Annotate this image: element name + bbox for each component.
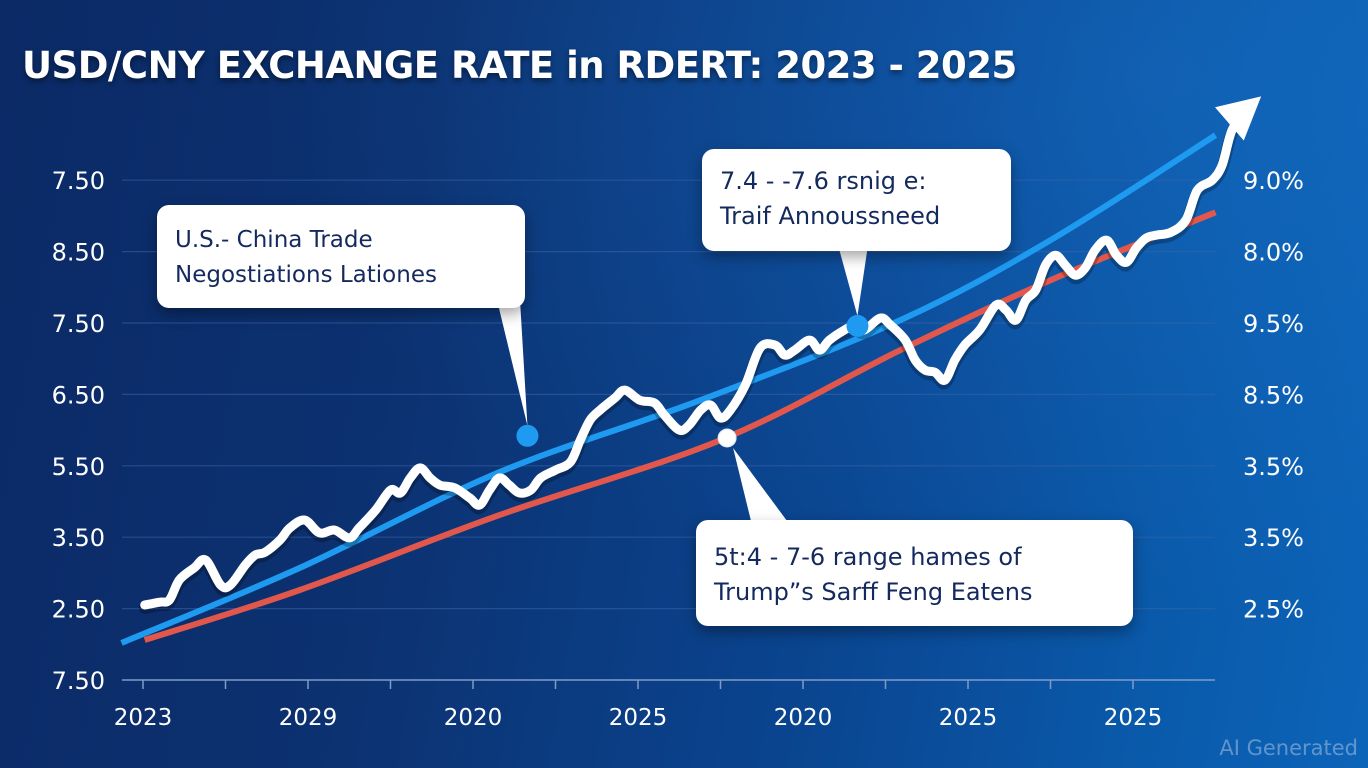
callout-pointer <box>497 300 528 426</box>
x-axis <box>122 679 1215 689</box>
y-axis-right-labels: 9.0% 8.0% 9.5% 8.5% 3.5% 3.5% 2.5% <box>1243 167 1304 623</box>
x-tick-label: 2029 <box>279 705 338 731</box>
y-tick-label-left: 7.50 <box>52 167 105 195</box>
y-tick-label-right: 3.5% <box>1243 453 1304 481</box>
y-tick-label-right: 3.5% <box>1243 524 1304 552</box>
event-marker-trump-tariff-point <box>717 428 737 448</box>
callout-trade-negotiations: U.S.- China Trade Negostiations Lationes <box>157 205 525 308</box>
y-tick-label-left: 5.50 <box>52 453 105 481</box>
chart-title: USD/CNY EXCHANGE RATE in RDERT: 2023 - 2… <box>22 44 1017 87</box>
callout-pointer <box>733 447 790 525</box>
event-marker-negotiations-point <box>516 424 539 447</box>
y-axis-left-labels: 7.50 8.50 7.50 6.50 5.50 3.50 2.50 7.50 <box>52 167 105 695</box>
y-tick-label-left: 2.50 <box>52 596 105 624</box>
y-tick-label-right: 2.5% <box>1243 596 1304 624</box>
y-tick-label-left: 3.50 <box>52 524 105 552</box>
x-tick-label: 2025 <box>939 705 998 731</box>
ai-generated-watermark: AI Generated <box>1219 736 1358 760</box>
y-tick-label-right: 8.5% <box>1243 381 1304 409</box>
callout-line: Traif Annoussneed <box>720 202 941 230</box>
y-tick-label-left: 8.50 <box>52 239 105 267</box>
callout-line: Negostiations Lationes <box>175 262 437 288</box>
x-tick-label: 2023 <box>114 705 173 731</box>
x-tick-label: 2020 <box>774 705 833 731</box>
trend-arrow-icon <box>1214 96 1262 141</box>
trend-line-blue <box>120 132 1218 646</box>
callout-pointers <box>497 245 868 525</box>
callout-line: Trump”s Sarff Feng Eatens <box>714 578 1033 606</box>
y-tick-label-right: 9.0% <box>1243 167 1304 195</box>
callout-tariff-announced: 7.4 - -7.6 rsnig e: Traif Annoussneed <box>702 149 1011 251</box>
x-tick-label: 2025 <box>609 705 668 731</box>
callout-line: 5t:4 - 7-6 range hames of <box>714 543 1022 571</box>
x-tick-label: 2020 <box>444 705 503 731</box>
x-tick-label: 2025 <box>1104 705 1163 731</box>
callout-pointer <box>838 245 868 316</box>
y-tick-label-right: 8.0% <box>1243 239 1304 267</box>
event-markers <box>516 314 869 448</box>
y-tick-label-left: 7.50 <box>52 667 105 695</box>
callout-line: 7.4 - -7.6 rsnig e: <box>720 167 927 195</box>
event-marker-tariff-point <box>846 314 869 337</box>
y-tick-label-right: 9.5% <box>1243 310 1304 338</box>
rate-line <box>140 104 1252 610</box>
y-tick-label-left: 6.50 <box>52 381 105 409</box>
x-axis-labels: 2023 2029 2020 2025 2020 2025 2025 <box>114 705 1163 731</box>
y-tick-label-left: 7.50 <box>52 310 105 338</box>
callout-trump-tariff: 5t:4 - 7-6 range hames of Trump”s Sarff … <box>696 520 1133 626</box>
callout-line: U.S.- China Trade <box>175 227 373 253</box>
